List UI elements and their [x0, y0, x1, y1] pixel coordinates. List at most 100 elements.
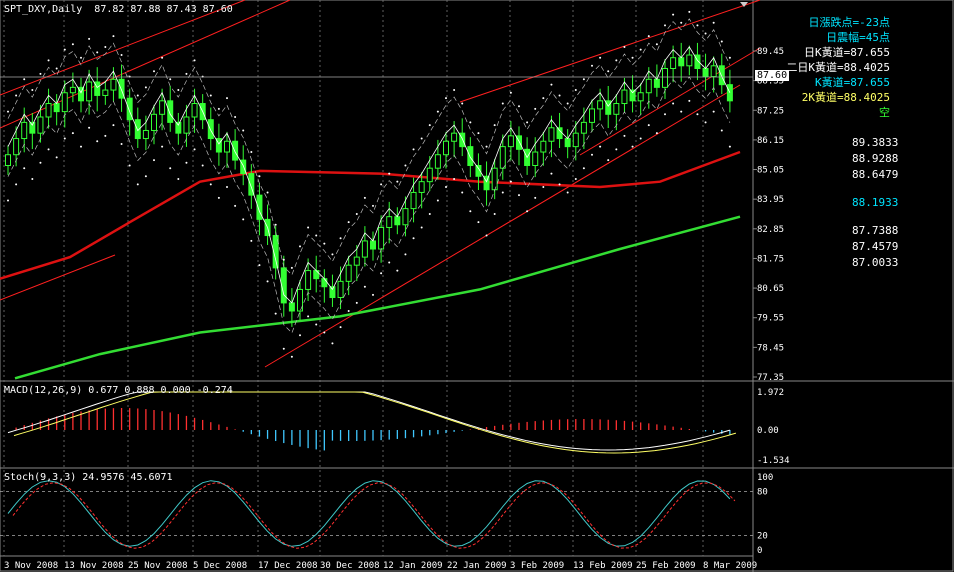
band-dot	[720, 40, 723, 43]
band-dot	[339, 237, 342, 240]
band-dot	[582, 78, 585, 81]
candle	[94, 81, 101, 96]
band-dot	[274, 223, 277, 226]
macd-tick-label: -1.534	[757, 456, 790, 466]
band-dot	[655, 43, 658, 46]
band-dot	[688, 99, 691, 102]
level-value: 87.0033	[852, 256, 899, 269]
band-dot	[655, 132, 658, 135]
band-dot	[55, 156, 58, 159]
band-dot	[461, 102, 464, 105]
candle	[29, 121, 36, 134]
candle	[37, 116, 44, 134]
moving-averages	[0, 150, 741, 380]
band-dot	[161, 56, 164, 59]
band-dot	[501, 191, 504, 194]
y-tick-label: 87.25	[757, 106, 784, 116]
candle	[718, 65, 725, 86]
level-value: 88.1933	[852, 196, 899, 209]
stoch-tick-label: 80	[757, 488, 768, 498]
candle	[361, 240, 368, 258]
candle	[686, 54, 693, 67]
info-panel: 日漲跌点=-23点 日震幅=45点 日K黃道=87.655 二日K黃道=88.4025…	[780, 14, 890, 122]
candle	[645, 78, 652, 94]
band-dot	[712, 21, 715, 24]
candle	[288, 302, 295, 312]
band-dot	[120, 142, 123, 145]
band-dot	[558, 183, 561, 186]
band-dot	[31, 89, 34, 92]
y-tick-label: 86.15	[757, 136, 784, 146]
band-dot	[712, 110, 715, 113]
scroll-marker-icon[interactable]	[740, 2, 748, 7]
band-dot	[631, 145, 634, 148]
band-dot	[209, 94, 212, 97]
candle	[451, 132, 458, 142]
candle	[102, 89, 109, 96]
band-dot	[331, 253, 334, 256]
candle	[702, 67, 709, 78]
band-dot	[728, 56, 731, 59]
band-dot	[169, 167, 172, 170]
candle	[532, 151, 539, 166]
macd-pane: 1.972 0.00 -1.534	[7, 388, 790, 466]
band-dot	[290, 355, 293, 358]
candle	[118, 78, 125, 99]
band-dot	[704, 121, 707, 124]
band-dot	[680, 110, 683, 113]
band-dot	[355, 212, 358, 215]
band-dot	[258, 264, 261, 267]
level-value: 87.4579	[852, 240, 899, 253]
candle	[232, 140, 239, 161]
candle	[126, 97, 133, 121]
band-dot	[396, 180, 399, 183]
band-dot	[534, 196, 537, 199]
candle	[337, 280, 344, 299]
band-dot	[615, 148, 618, 151]
band-dot	[607, 70, 610, 73]
candle	[589, 108, 595, 123]
current-price-tag: 87.60	[755, 70, 790, 81]
candle	[475, 164, 482, 177]
band-dot	[599, 145, 602, 148]
band-dot	[177, 177, 180, 180]
band-dot	[558, 94, 561, 97]
y-tick-label: 77.35	[757, 373, 784, 383]
x-tick-label: 22 Jan 2009	[447, 561, 507, 571]
candle	[402, 208, 409, 226]
axes: 89.45 88.35 87.25 86.15 85.05 83.95 82.85 81.75…	[4, 47, 784, 571]
candle	[21, 121, 28, 140]
band-dot	[664, 24, 666, 27]
candle	[224, 140, 230, 153]
candle	[297, 288, 303, 312]
trend-channel-line	[0, 254, 116, 301]
y-tick-label: 89.45	[757, 47, 784, 57]
candle	[378, 226, 385, 250]
band-dot	[436, 110, 439, 113]
band-dot	[582, 167, 585, 170]
candle	[572, 132, 579, 148]
band-dot	[282, 347, 285, 350]
band-dot	[704, 32, 707, 35]
band-dot	[347, 309, 350, 312]
ma-line	[0, 150, 741, 280]
x-tick-label: 30 Dec 2008	[320, 561, 380, 571]
candle	[159, 100, 166, 115]
level-value: 88.6479	[852, 168, 899, 181]
band-dot	[193, 148, 196, 151]
band-dot	[96, 140, 99, 143]
band-dot	[599, 56, 602, 59]
band-dot	[347, 221, 350, 224]
x-tick-label: 17 Dec 2008	[258, 561, 318, 571]
band-dot	[542, 186, 545, 189]
candle	[710, 65, 717, 78]
candle	[305, 270, 312, 290]
band-dot	[509, 91, 512, 94]
stochastic-pane: 100 80 20 0	[0, 473, 773, 556]
x-tick-label: 25 Nov 2008	[128, 561, 188, 571]
y-tick-label: 88.35	[757, 77, 784, 87]
band-dot	[55, 67, 58, 70]
candle	[110, 78, 117, 91]
band-dot	[23, 78, 26, 81]
